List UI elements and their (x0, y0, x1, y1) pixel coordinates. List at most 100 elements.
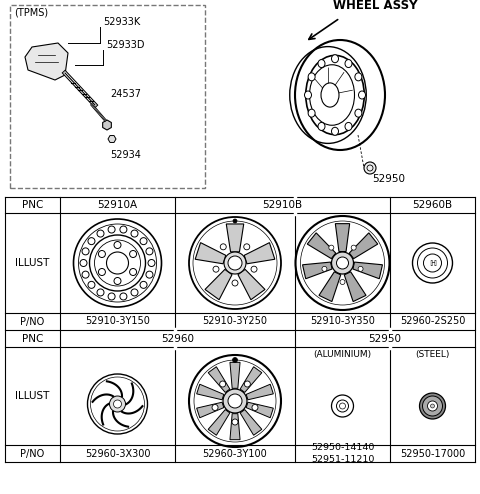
Ellipse shape (355, 109, 362, 117)
Text: 52960-3X300: 52960-3X300 (85, 449, 150, 458)
Circle shape (224, 252, 246, 274)
Circle shape (108, 226, 115, 233)
Text: 52910-3Y150: 52910-3Y150 (85, 317, 150, 327)
Text: 52910-3Y250: 52910-3Y250 (203, 317, 267, 327)
Text: 52950-14140
52951-11210: 52950-14140 52951-11210 (311, 443, 374, 464)
Circle shape (228, 256, 242, 270)
Polygon shape (302, 262, 332, 279)
Circle shape (80, 259, 87, 266)
Polygon shape (230, 413, 240, 440)
Ellipse shape (345, 123, 352, 130)
Polygon shape (208, 367, 230, 392)
Circle shape (428, 401, 437, 411)
Polygon shape (195, 243, 226, 264)
Text: 52910-3Y350: 52910-3Y350 (310, 317, 375, 327)
Circle shape (97, 230, 104, 237)
Circle shape (131, 230, 138, 237)
Text: P/NO: P/NO (20, 317, 45, 327)
Circle shape (364, 162, 376, 174)
Text: (ALUMINIUM): (ALUMINIUM) (313, 350, 372, 359)
Circle shape (140, 238, 147, 245)
Circle shape (322, 266, 327, 271)
Circle shape (120, 226, 127, 233)
Circle shape (213, 266, 219, 272)
Ellipse shape (308, 73, 315, 81)
Polygon shape (246, 402, 273, 418)
Ellipse shape (332, 55, 338, 63)
Polygon shape (103, 120, 111, 130)
Ellipse shape (304, 91, 312, 99)
Circle shape (130, 250, 137, 257)
Text: PNC: PNC (22, 200, 43, 210)
Polygon shape (25, 43, 68, 80)
Circle shape (252, 405, 258, 411)
Text: ILLUST: ILLUST (15, 391, 50, 401)
Polygon shape (205, 269, 232, 300)
Circle shape (120, 293, 127, 300)
Polygon shape (307, 233, 336, 259)
Circle shape (109, 396, 125, 412)
Text: (TPMS): (TPMS) (14, 8, 48, 18)
Text: (STEEL): (STEEL) (415, 350, 450, 359)
Polygon shape (197, 402, 224, 418)
Circle shape (358, 266, 363, 271)
Circle shape (232, 358, 238, 363)
Circle shape (131, 289, 138, 296)
Circle shape (88, 282, 95, 288)
Text: P/NO: P/NO (20, 449, 45, 458)
Text: ℍ: ℍ (429, 258, 436, 267)
Circle shape (228, 394, 242, 408)
Circle shape (146, 271, 153, 278)
Text: 52933K: 52933K (103, 17, 140, 27)
Text: 52950-17000: 52950-17000 (400, 449, 465, 458)
Polygon shape (197, 384, 224, 400)
Circle shape (97, 289, 104, 296)
Circle shape (232, 419, 238, 425)
Circle shape (220, 381, 226, 387)
Text: 52933D: 52933D (106, 40, 144, 50)
Circle shape (98, 269, 106, 276)
Text: 52960: 52960 (161, 333, 194, 343)
Circle shape (113, 400, 121, 408)
Polygon shape (208, 410, 230, 435)
Polygon shape (240, 367, 262, 392)
Circle shape (332, 252, 353, 274)
Bar (10, 5, 205, 188)
Circle shape (88, 238, 95, 245)
Circle shape (244, 244, 250, 250)
Polygon shape (230, 362, 240, 388)
Polygon shape (246, 384, 273, 400)
Text: 52960B: 52960B (412, 200, 453, 210)
Polygon shape (108, 135, 116, 142)
Circle shape (223, 389, 247, 413)
Text: 52960-2S250: 52960-2S250 (400, 317, 465, 327)
Ellipse shape (318, 123, 325, 130)
Text: 52934: 52934 (110, 150, 141, 160)
Ellipse shape (355, 73, 362, 81)
Circle shape (336, 257, 348, 269)
Circle shape (108, 293, 115, 300)
Text: 52950: 52950 (369, 333, 401, 343)
Circle shape (232, 280, 238, 286)
Polygon shape (244, 243, 275, 264)
Circle shape (148, 259, 155, 266)
Polygon shape (336, 224, 349, 251)
Text: PNC: PNC (22, 333, 43, 343)
Circle shape (431, 404, 434, 408)
Ellipse shape (359, 91, 365, 99)
Circle shape (244, 381, 251, 387)
Circle shape (98, 250, 106, 257)
Circle shape (351, 245, 356, 250)
Polygon shape (344, 272, 366, 301)
Text: 52960-3Y100: 52960-3Y100 (203, 449, 267, 458)
Circle shape (146, 248, 153, 255)
Text: WHEEL ASSY: WHEEL ASSY (333, 0, 417, 12)
Polygon shape (319, 272, 341, 301)
Circle shape (140, 282, 147, 288)
Polygon shape (238, 269, 265, 300)
Polygon shape (349, 233, 378, 259)
Circle shape (212, 405, 218, 411)
Text: 52910A: 52910A (97, 200, 138, 210)
Circle shape (329, 245, 334, 250)
Circle shape (420, 393, 445, 419)
